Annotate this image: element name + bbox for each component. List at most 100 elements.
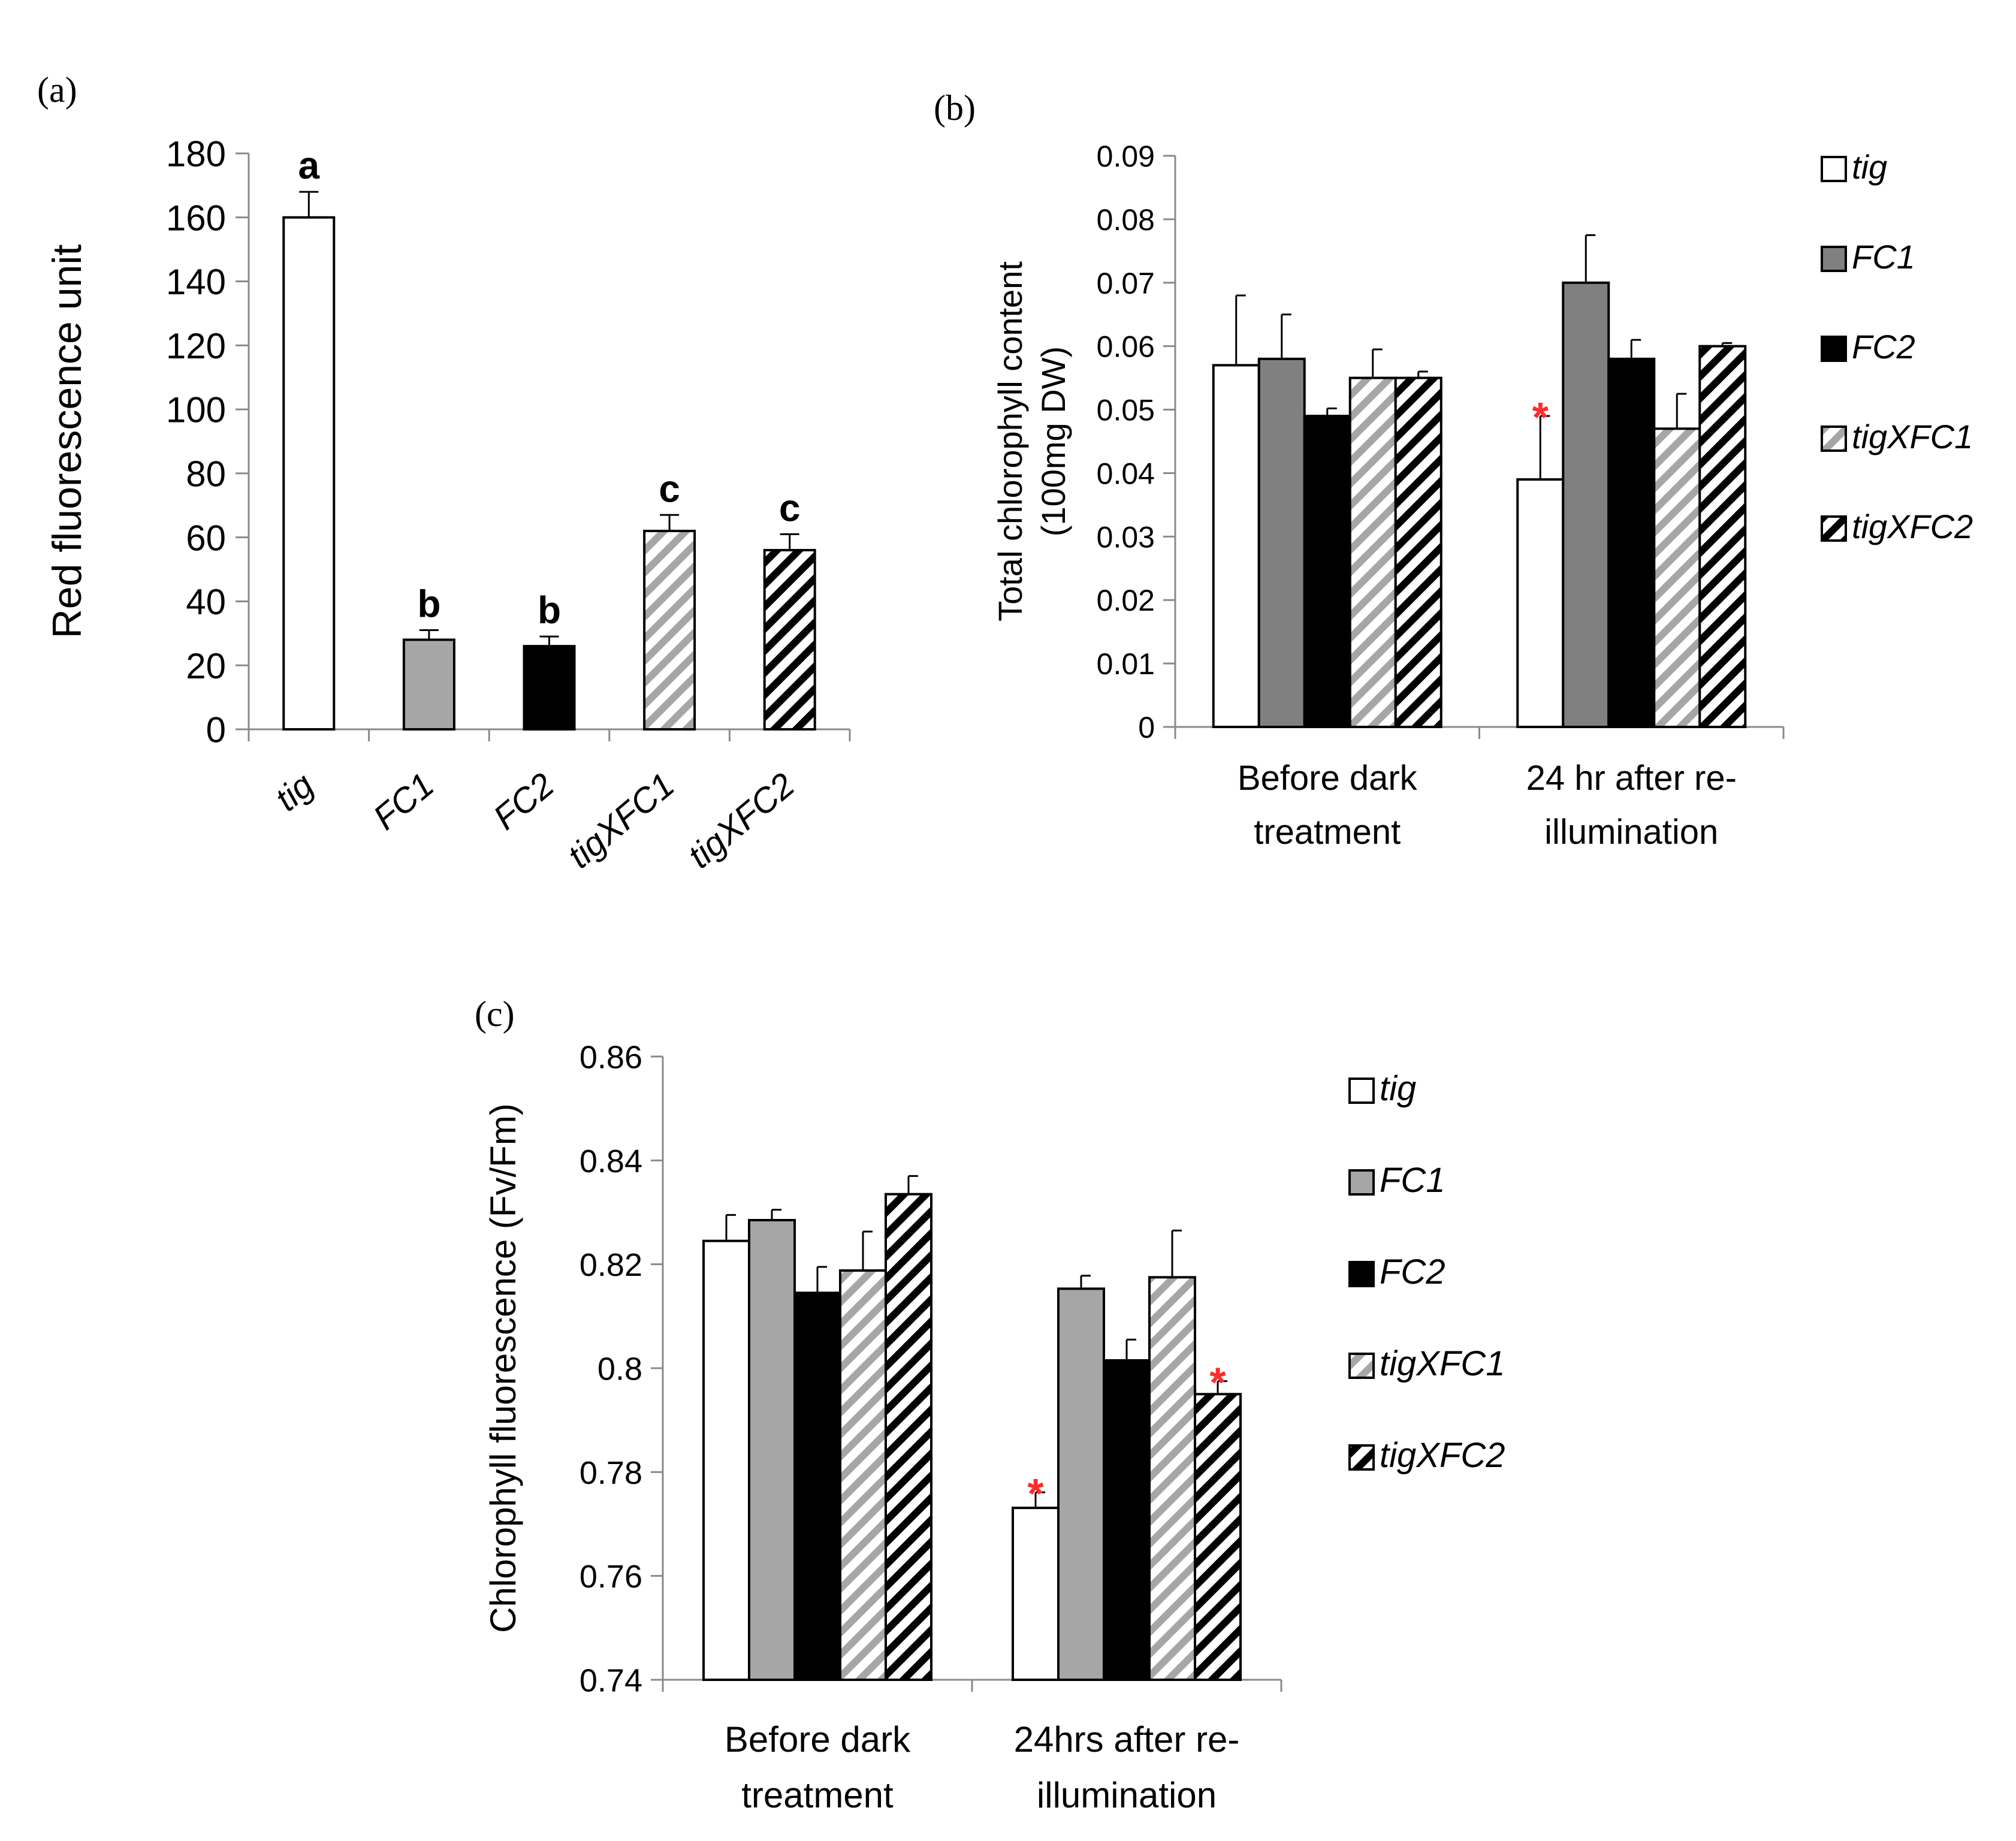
legend-swatch-FC1 (1348, 1169, 1375, 1196)
y-tick-label: 0.06 (1097, 330, 1155, 364)
bar-tigXFC2 (885, 1193, 932, 1681)
bar-FC1 (1057, 1287, 1105, 1681)
bar-FC2 (1303, 415, 1351, 728)
bar-FC1 (1562, 281, 1610, 728)
legend-swatch-FC2 (1348, 1261, 1375, 1287)
bar-tigXFC1 (1653, 427, 1701, 728)
y-tick-label: 0.74 (580, 1662, 642, 1698)
significance-letter: c (779, 486, 801, 529)
y-tick-label: 0.03 (1097, 520, 1155, 554)
y-tick-label: 0.76 (580, 1559, 642, 1595)
x-group-label-line2: illumination (1037, 1775, 1217, 1815)
x-group-label-line1: 24hrs after re- (1014, 1719, 1240, 1759)
y-tick-label: 120 (166, 326, 226, 366)
significance-star: * (1209, 1359, 1226, 1406)
x-group-label-line2: treatment (1254, 813, 1401, 852)
y-tick-label: 0 (206, 710, 226, 750)
bar-FC2 (523, 645, 576, 731)
bar-tigXFC1 (839, 1269, 887, 1681)
bar-tig (702, 1239, 750, 1682)
chart-c: 0.74 0.76 0.78 0.8 0.82 0.84 0.86 Before dark tr… (483, 1039, 1505, 1815)
legend-swatch-tig (1348, 1078, 1375, 1104)
significance-letter: a (298, 144, 320, 187)
legend-label: FC1 (1852, 238, 1915, 276)
legend-label: tigXFC1 (1852, 418, 1973, 455)
y-axis-title: Red fluorescence unit (44, 245, 90, 639)
y-tick-label: 80 (186, 454, 226, 494)
y-tick-label: 0.08 (1097, 203, 1155, 237)
legend-label: FC2 (1852, 328, 1915, 366)
bar-FC1 (1257, 357, 1306, 728)
panel-label-b: (b) (934, 88, 976, 128)
y-tick-label: 0.78 (580, 1455, 642, 1491)
x-category-label: tig (268, 765, 321, 819)
y-tick-label: 40 (186, 582, 226, 622)
legend-label: FC1 (1380, 1161, 1445, 1200)
bar-tigXFC1 (1148, 1276, 1196, 1681)
y-tick-label: 20 (186, 646, 226, 686)
bar-FC2 (793, 1291, 841, 1681)
bar-tigXFC2 (1698, 345, 1747, 728)
significance-letter: b (538, 588, 561, 632)
bar-FC1 (748, 1219, 796, 1681)
legend-swatch-FC2 (1821, 336, 1847, 362)
panel-label-c: (c) (475, 994, 515, 1034)
y-axis-title-line1: Total chlorophyll content (991, 261, 1029, 621)
legend-swatch-tigXFC1 (1348, 1353, 1375, 1379)
legend-label: tig (1380, 1069, 1416, 1108)
legend-label: tig (1852, 148, 1887, 186)
x-group-label-line1: Before dark (1238, 759, 1418, 798)
legend-label: FC2 (1380, 1253, 1445, 1291)
x-group-label-line1: 24 hr after re- (1526, 759, 1737, 798)
x-category-label: FC1 (366, 765, 442, 837)
y-tick-label: 0.84 (580, 1143, 642, 1179)
legend-label: tigXFC1 (1380, 1344, 1505, 1383)
y-tick-label: 180 (166, 134, 226, 174)
bar-tig (1012, 1507, 1060, 1681)
x-group-label-line1: Before dark (725, 1719, 911, 1759)
y-tick-label: 0.04 (1097, 457, 1155, 490)
chart-b: 0 0.01 0.02 0.03 0.04 0.05 0.06 0.07 0.08 0.09 Bef… (991, 140, 1973, 852)
bar-tigXFC1 (1348, 376, 1397, 728)
x-category-label: FC2 (486, 765, 562, 837)
bar-tig (1212, 364, 1260, 728)
y-tick-label: 0.8 (597, 1351, 642, 1387)
y-tick-label: 0.05 (1097, 394, 1155, 427)
significance-star: * (1027, 1470, 1044, 1517)
y-tick-label: 0.01 (1097, 647, 1155, 681)
x-group-label-line2: illumination (1544, 813, 1718, 852)
y-tick-label: 0.82 (580, 1247, 642, 1283)
panel-label-a: (a) (37, 70, 77, 110)
x-category-label: tigXFC2 (681, 765, 802, 876)
y-tick-label: 160 (166, 198, 226, 238)
significance-star: * (1532, 394, 1549, 440)
y-tick-label: 0 (1138, 711, 1155, 744)
y-tick-label: 100 (166, 390, 226, 430)
y-axis-title: Chlorophyll fluorescence (Fv/Fm) (483, 1103, 523, 1633)
y-tick-label: 0.09 (1097, 140, 1155, 173)
bar-FC2 (1103, 1359, 1151, 1681)
y-tick-label: 60 (186, 518, 226, 558)
y-tick-label: 0.86 (580, 1039, 642, 1075)
y-tick-label: 140 (166, 262, 226, 302)
x-group-label-line2: treatment (741, 1775, 894, 1815)
bar-FC2 (1607, 357, 1656, 728)
bar-tig (1516, 478, 1565, 728)
significance-letter: c (659, 467, 680, 510)
legend-swatch-tig (1821, 156, 1847, 182)
bar-FC1 (402, 638, 455, 731)
significance-letter: b (417, 582, 440, 625)
bar-tigXFC1 (643, 529, 696, 731)
x-category-label: tigXFC1 (560, 765, 681, 876)
bar-tig (282, 216, 336, 731)
legend-swatch-tigXFC2 (1821, 515, 1847, 542)
y-tick-label: 0.07 (1097, 267, 1155, 300)
legend-swatch-tigXFC1 (1821, 425, 1847, 452)
y-tick-label: 0.02 (1097, 584, 1155, 617)
bar-tigXFC2 (763, 549, 816, 731)
chart-a: 0 20 40 60 80 100 120 140 160 180 a tig b FC1 b FC2 c tig… (44, 134, 851, 876)
bar-tigXFC2 (1394, 376, 1442, 728)
legend-label: tigXFC2 (1852, 508, 1973, 545)
legend-label: tigXFC2 (1380, 1436, 1505, 1475)
legend-swatch-FC1 (1821, 246, 1847, 272)
